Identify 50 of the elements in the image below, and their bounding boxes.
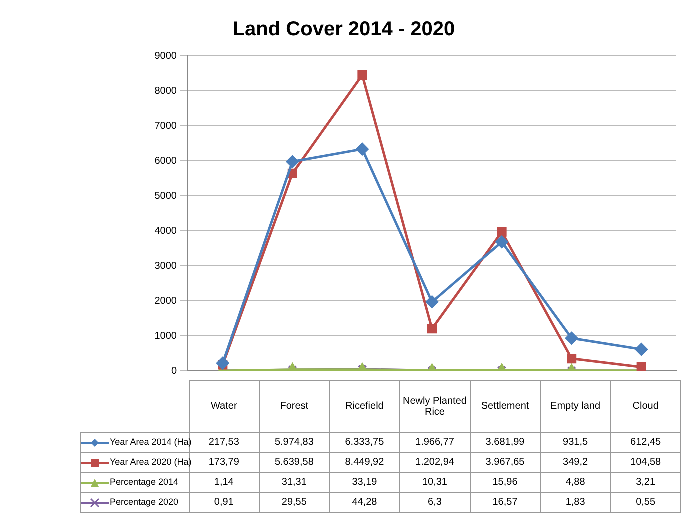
legend-label: Year Area 2020 (Ha) xyxy=(110,457,192,468)
data-label: 6.333,75 xyxy=(330,432,400,452)
data-label: 931,5 xyxy=(540,432,611,452)
data-label: 0,91 xyxy=(189,492,260,512)
data-label: 1,14 xyxy=(189,472,260,492)
data-label: 8.449,92 xyxy=(330,452,400,472)
y-tick-label: 4000 xyxy=(154,226,178,237)
x-tick-label: Cloud xyxy=(610,380,681,432)
data-label: 44,28 xyxy=(330,492,400,512)
data-label: 3.967,65 xyxy=(470,452,540,472)
y-tick-label: 8000 xyxy=(154,86,178,97)
data-label: 16,57 xyxy=(470,492,540,512)
data-label: 31,31 xyxy=(259,472,330,492)
x-tick-label: Water xyxy=(189,380,260,432)
data-label: 29,55 xyxy=(259,492,330,512)
data-label: 6,3 xyxy=(400,492,470,512)
legend-label: Percentage 2020 xyxy=(110,497,179,508)
y-tick-label: 9000 xyxy=(154,50,178,62)
data-label: 3,21 xyxy=(610,472,681,492)
data-label: 4,88 xyxy=(540,472,611,492)
data-label: 0,55 xyxy=(610,492,681,512)
data-label: 3.681,99 xyxy=(470,432,540,452)
data-label: 10,31 xyxy=(400,472,470,492)
data-label: 1,83 xyxy=(540,492,611,512)
x-tick-label: Settlement xyxy=(470,380,540,432)
data-label: 5.639,58 xyxy=(259,452,330,472)
data-label: 33,19 xyxy=(330,472,400,492)
data-label: 217,53 xyxy=(208,437,240,448)
data-label: 349,2 xyxy=(540,452,611,472)
chart-title: Land Cover 2014 - 2020 xyxy=(232,18,456,41)
y-tick-label: 6000 xyxy=(154,156,178,167)
data-label: 1.202,94 xyxy=(400,452,470,472)
legend-label: Percentage 2014 xyxy=(110,477,179,488)
data-label: 612,45 xyxy=(610,432,681,452)
y-tick-label: 7000 xyxy=(154,120,178,132)
x-tick-label: Newly Planted Rice xyxy=(400,380,470,432)
legend-label: Year Area 2014 (Ha) xyxy=(110,437,192,448)
data-label: 15,96 xyxy=(470,472,540,492)
y-tick-label: 5000 xyxy=(154,190,178,202)
data-label: 1.966,77 xyxy=(400,432,470,452)
y-tick-label: 0 xyxy=(171,366,178,377)
x-tick-label: Empty land xyxy=(540,380,611,432)
data-label: 5.974,83 xyxy=(259,432,330,452)
y-tick-label: 2000 xyxy=(154,296,178,307)
data-label: 104,58 xyxy=(610,452,681,472)
x-tick-label: Ricefield xyxy=(330,380,400,432)
data-label: 173,79 xyxy=(208,457,240,468)
x-tick-label: Forest xyxy=(259,380,330,432)
y-tick-label: 1000 xyxy=(154,330,178,342)
y-tick-label: 3000 xyxy=(154,260,178,272)
